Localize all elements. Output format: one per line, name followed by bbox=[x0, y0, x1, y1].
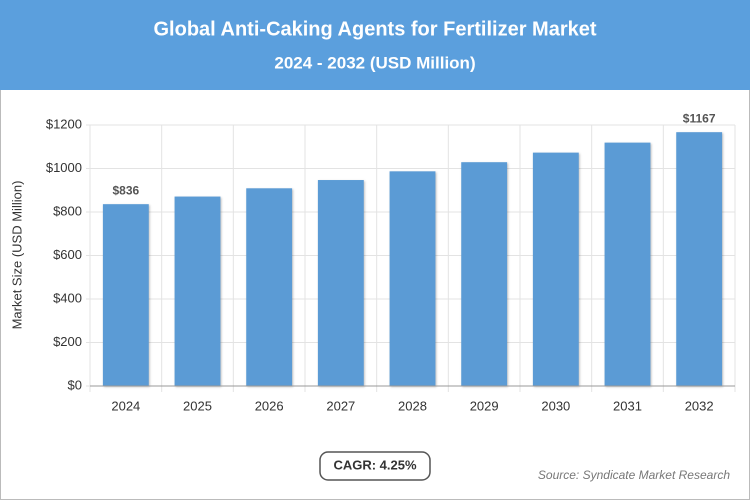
header bbox=[0, 0, 750, 90]
bar bbox=[317, 180, 364, 386]
y-tick-label: $1200 bbox=[46, 116, 82, 131]
x-tick-label: 2027 bbox=[326, 398, 355, 413]
x-tick-label: 2031 bbox=[613, 398, 642, 413]
x-tick-label: 2032 bbox=[685, 398, 714, 413]
bar bbox=[532, 152, 579, 386]
chart-subtitle: 2024 - 2032 (USD Million) bbox=[274, 53, 475, 72]
value-label: $1167 bbox=[683, 111, 716, 125]
bar bbox=[604, 142, 651, 386]
source: Source: Syndicate Market Research bbox=[538, 468, 730, 482]
bar bbox=[676, 132, 723, 386]
cagr-annotation: CAGR: 4.25% bbox=[333, 457, 417, 472]
y-axis-label: Market Size (USD Million) bbox=[9, 181, 24, 330]
x-tick-label: 2026 bbox=[255, 398, 284, 413]
bar bbox=[246, 188, 293, 386]
x-tick-label: 2030 bbox=[541, 398, 570, 413]
x-tick-label: 2025 bbox=[183, 398, 212, 413]
y-tick-label: $400 bbox=[53, 290, 82, 305]
x-tick-label: 2029 bbox=[470, 398, 499, 413]
bar bbox=[174, 196, 221, 386]
y-tick-label: $1000 bbox=[46, 160, 82, 175]
x-tick-label: 2024 bbox=[111, 398, 140, 413]
bar bbox=[461, 162, 508, 386]
y-tick-label: $0 bbox=[68, 377, 82, 392]
value-label: $836 bbox=[112, 183, 139, 197]
y-tick-label: $600 bbox=[53, 247, 82, 262]
bar bbox=[102, 204, 149, 386]
chart-title: Global Anti-Caking Agents for Fertilizer… bbox=[153, 18, 596, 40]
y-tick-label: $800 bbox=[53, 203, 82, 218]
x-tick-label: 2028 bbox=[398, 398, 427, 413]
y-tick-label: $200 bbox=[53, 334, 82, 349]
bar bbox=[389, 171, 436, 386]
cagr-box bbox=[319, 451, 431, 481]
